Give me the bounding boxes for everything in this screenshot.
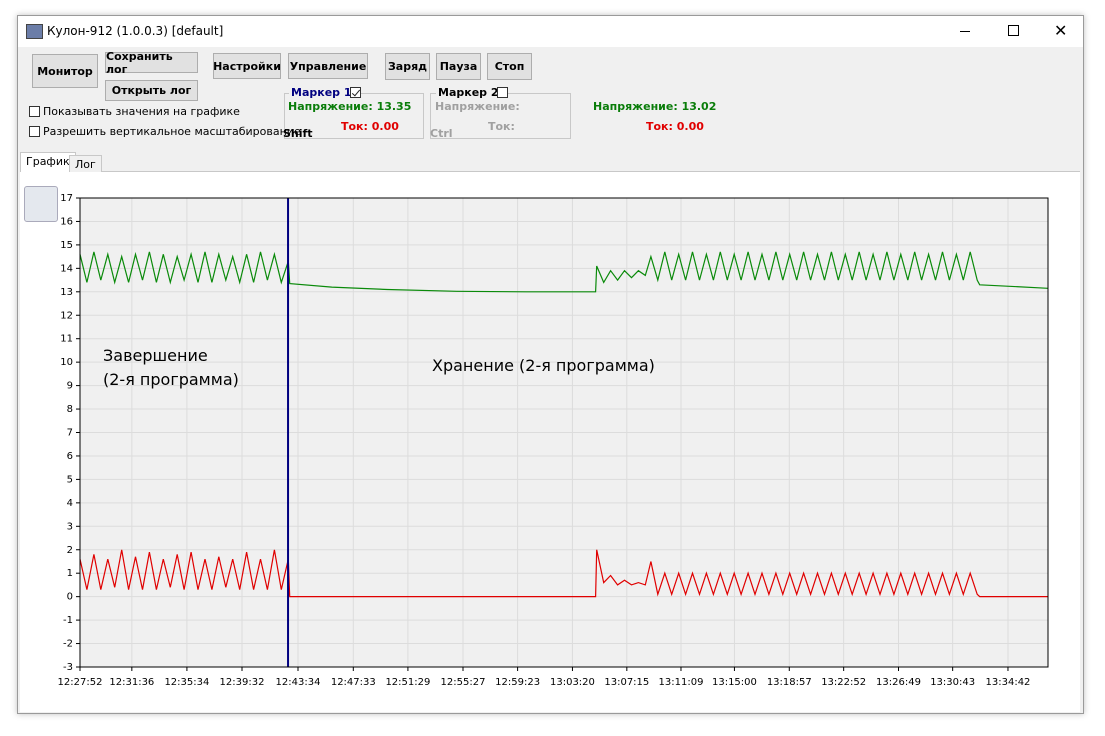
y-tick-label: 3 — [67, 521, 73, 532]
x-tick-label: 13:30:43 — [930, 677, 975, 688]
y-tick-label: 15 — [60, 240, 73, 251]
x-tick-label: 12:47:33 — [331, 677, 376, 688]
x-tick-label: 12:55:27 — [441, 677, 486, 688]
x-tick-label: 12:51:29 — [385, 677, 430, 688]
x-tick-label: 13:15:00 — [712, 677, 757, 688]
x-tick-label: 12:35:34 — [164, 677, 209, 688]
x-tick-label: 12:27:52 — [58, 677, 103, 688]
y-tick-label: 10 — [60, 357, 73, 368]
y-tick-label: 11 — [60, 334, 73, 345]
annotation: (2-я программа) — [103, 370, 239, 389]
y-tick-label: 14 — [60, 263, 73, 274]
x-tick-label: 13:03:20 — [550, 677, 595, 688]
x-tick-label: 13:22:52 — [821, 677, 866, 688]
y-tick-label: 8 — [67, 404, 73, 415]
x-tick-label: 13:07:15 — [604, 677, 649, 688]
x-tick-label: 13:34:42 — [986, 677, 1031, 688]
y-tick-label: 1 — [67, 568, 73, 579]
y-tick-label: 17 — [60, 193, 73, 204]
y-tick-label: -1 — [63, 615, 73, 626]
x-tick-label: 12:43:34 — [276, 677, 321, 688]
y-tick-label: -2 — [63, 639, 73, 650]
annotation: Завершение — [103, 346, 208, 365]
x-tick-label: 12:39:32 — [220, 677, 265, 688]
y-tick-label: -3 — [63, 662, 73, 673]
y-tick-label: 4 — [67, 498, 73, 509]
x-tick-label: 13:18:57 — [767, 677, 812, 688]
y-tick-label: 12 — [60, 310, 73, 321]
y-tick-label: 7 — [67, 428, 73, 439]
y-tick-label: 9 — [67, 381, 73, 392]
x-tick-label: 12:59:23 — [495, 677, 540, 688]
x-tick-label: 13:26:49 — [876, 677, 921, 688]
y-tick-label: 0 — [67, 592, 73, 603]
x-tick-label: 12:31:36 — [109, 677, 154, 688]
x-tick-label: 13:11:09 — [659, 677, 704, 688]
y-tick-label: 16 — [60, 216, 73, 227]
y-tick-label: 5 — [67, 474, 73, 485]
y-tick-label: 6 — [67, 451, 73, 462]
annotation: Хранение (2-я программа) — [432, 356, 655, 375]
y-tick-label: 2 — [67, 545, 73, 556]
y-tick-label: 13 — [60, 287, 73, 298]
